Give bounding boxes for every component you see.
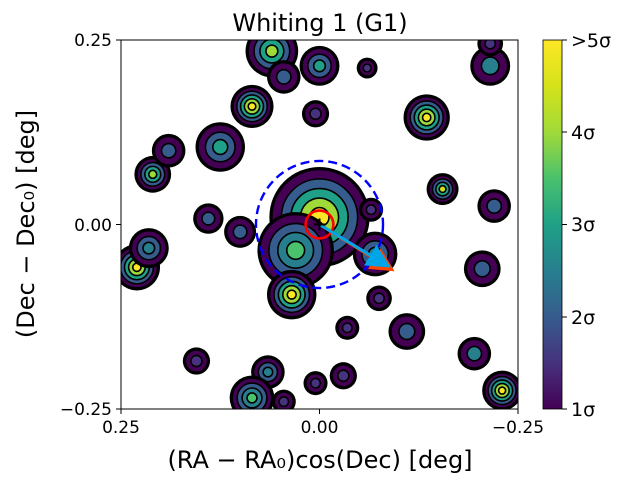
x-tick-label-2: 0.00 <box>301 418 339 438</box>
contour-blob-34 <box>329 362 357 390</box>
contour-blob-22 <box>182 347 211 375</box>
contour-level <box>480 56 500 76</box>
center-plus-marker <box>313 218 326 231</box>
contour-level <box>190 354 203 368</box>
contour-blob-26 <box>457 336 492 371</box>
density-contours <box>121 40 518 409</box>
contour-level <box>262 366 274 378</box>
contour-level <box>466 345 483 362</box>
contour-level <box>160 142 177 159</box>
contour-level <box>365 204 377 216</box>
contour-level <box>265 44 279 58</box>
contour-blob-20 <box>224 215 257 248</box>
contour-blob-25 <box>482 370 518 409</box>
cb-tick-label-3: 3σ <box>571 214 595 236</box>
contour-blob-18 <box>463 250 501 288</box>
overlays <box>254 159 395 290</box>
contour-level <box>309 377 322 389</box>
contour-blob-33 <box>271 389 296 409</box>
contour-level <box>484 40 497 50</box>
x-tick-label-3: −0.25 <box>492 418 544 438</box>
contour-blob-17 <box>477 189 511 223</box>
contour-blob-31 <box>356 57 378 79</box>
contour-level <box>497 386 507 395</box>
contour-blob-10 <box>195 122 245 172</box>
contour-blob-4 <box>266 269 317 320</box>
contour-level <box>398 322 416 341</box>
contour-blob-13 <box>301 100 330 128</box>
contour-level <box>212 138 229 156</box>
contour-blob-9 <box>230 84 274 128</box>
contour-blob-29 <box>335 315 360 340</box>
x-axis-label: (RA − RA₀)cos(Dec) [deg] <box>167 446 472 474</box>
cb-tick-label-2: 2σ <box>571 307 595 329</box>
contour-blob-28 <box>366 285 392 312</box>
contour-level <box>438 184 447 194</box>
contour-level <box>312 59 327 73</box>
cb-tick-label-4: 4σ <box>571 122 595 144</box>
contour-level <box>309 107 322 121</box>
cb-tick-label-1: 1σ <box>571 399 595 421</box>
tidal-radius-circle <box>254 159 385 290</box>
y-axis-label: (Dec − Dec₀) [deg] <box>12 110 40 338</box>
contour-blob-8 <box>128 228 169 269</box>
contour-blob-21 <box>266 60 301 94</box>
contour-blob-24 <box>229 375 275 409</box>
contour-blob-12 <box>299 45 340 86</box>
contour-level <box>286 289 297 300</box>
contour-blob-35 <box>303 371 328 396</box>
contour-blob-32 <box>477 40 504 57</box>
x-tick-label-1: 0.25 <box>102 418 140 438</box>
contour-blob-14 <box>403 94 450 141</box>
contour-level <box>373 292 386 305</box>
colorbar <box>542 39 563 410</box>
contour-level <box>246 392 258 404</box>
y-tick-label-1: 0.25 <box>74 31 112 51</box>
contour-blob-15 <box>426 173 459 206</box>
contour-level <box>285 240 306 261</box>
contour-blob-19 <box>193 203 224 234</box>
proper-motion-arrow-cyan <box>318 223 391 268</box>
contour-level <box>421 112 432 123</box>
contour-blob-27 <box>388 313 426 350</box>
contour-level <box>275 68 292 85</box>
cb-tick-label-5: >5σ <box>571 30 611 52</box>
y-tick-label-2: 0.00 <box>74 216 112 236</box>
chart-title: Whiting 1 (G1) <box>232 9 407 37</box>
contour-level <box>278 396 290 408</box>
contour-blob-2 <box>257 212 334 289</box>
contour-level <box>201 211 216 226</box>
y-tick-label-3: −0.25 <box>60 400 112 420</box>
contour-level <box>473 260 492 278</box>
contour-blob-30 <box>359 197 384 222</box>
half-light-circle <box>304 209 335 240</box>
contour-level <box>336 369 350 383</box>
contour-blob-6 <box>134 155 172 193</box>
contour-level <box>147 169 158 180</box>
contour-level <box>247 101 257 112</box>
contour-level <box>142 241 156 255</box>
contour-blob-16 <box>470 45 511 86</box>
contour-level <box>232 224 248 240</box>
contour-level <box>486 198 503 214</box>
contour-level <box>362 63 372 73</box>
contour-blob-7 <box>151 133 186 168</box>
contour-level <box>341 322 353 334</box>
